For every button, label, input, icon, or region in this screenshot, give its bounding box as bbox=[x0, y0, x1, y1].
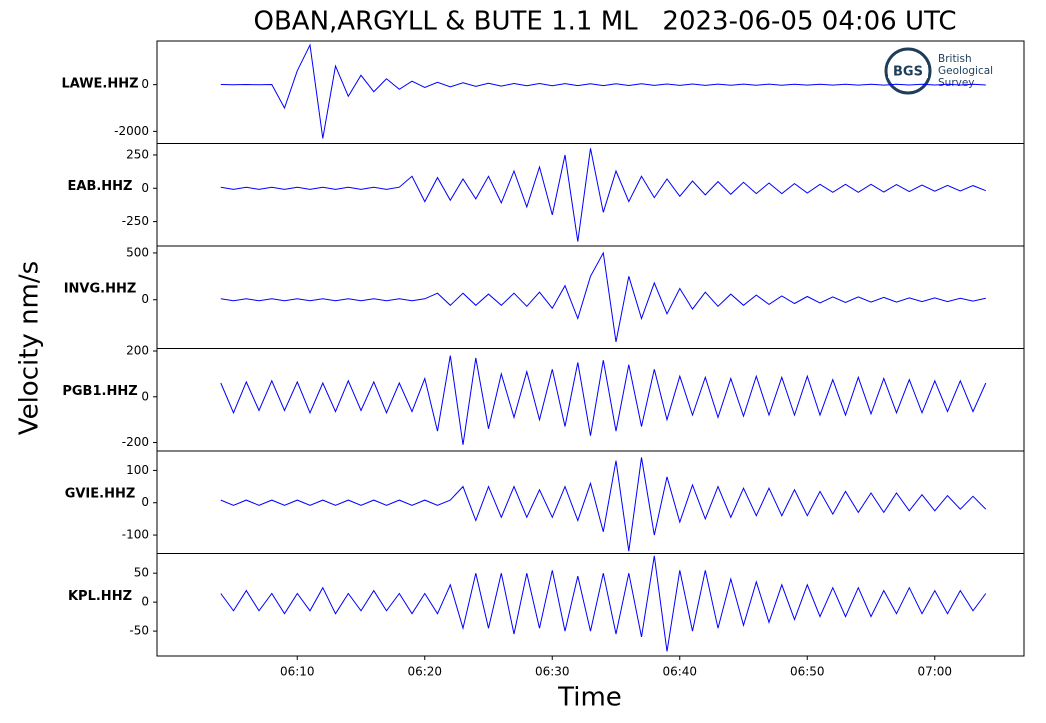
waveform bbox=[220, 457, 987, 552]
station-label: EAB.HHZ bbox=[68, 179, 133, 194]
waveform bbox=[220, 148, 986, 242]
y-tick-label: 200 bbox=[126, 344, 149, 358]
y-tick-label: 100 bbox=[126, 463, 149, 477]
logo-band bbox=[888, 65, 928, 78]
y-tick-label: -200 bbox=[122, 435, 149, 449]
station-label: INVG.HHZ bbox=[64, 282, 137, 297]
y-tick-label: 0 bbox=[141, 495, 149, 509]
y-tick-label: -100 bbox=[122, 528, 149, 542]
panel-frame bbox=[156, 450, 1025, 554]
y-tick-label: 0 bbox=[141, 181, 149, 195]
panel-frame bbox=[156, 143, 1025, 247]
logo-line: Geological bbox=[938, 65, 993, 77]
y-axis-label: Velocity nm/s bbox=[15, 261, 45, 435]
y-tick-label: -250 bbox=[122, 214, 149, 228]
logo-line: Survey bbox=[938, 77, 975, 89]
y-tick-label: 0 bbox=[141, 389, 149, 403]
waveform bbox=[220, 43, 986, 139]
x-tick-label: 06:40 bbox=[662, 665, 697, 679]
x-tick-label: 07:00 bbox=[917, 665, 952, 679]
x-tick-label: 06:30 bbox=[535, 665, 570, 679]
x-axis-label: Time bbox=[557, 683, 622, 713]
logo: BGS British Geological Survey bbox=[884, 47, 993, 95]
chart-title: OBAN,ARGYLL & BUTE 1.1 ML 2023-06-05 04:… bbox=[253, 7, 956, 37]
y-tick-label: 50 bbox=[134, 566, 149, 580]
y-tick-label: 0 bbox=[141, 595, 149, 609]
waveform bbox=[220, 555, 987, 652]
station-label: PGB1.HHZ bbox=[62, 384, 137, 399]
y-tick-label: 250 bbox=[126, 147, 149, 161]
x-tick-label: 06:10 bbox=[280, 665, 315, 679]
y-tick-label: 500 bbox=[126, 245, 149, 259]
y-tick-label: 0 bbox=[141, 77, 149, 91]
station-label: KPL.HHZ bbox=[68, 589, 132, 604]
panel-frame bbox=[156, 40, 1025, 144]
x-tick-label: 06:20 bbox=[407, 665, 442, 679]
logo-mark: BGS bbox=[893, 65, 923, 80]
panel-frame bbox=[156, 553, 1025, 657]
station-label: LAWE.HHZ bbox=[61, 77, 138, 92]
logo-line: British bbox=[938, 53, 972, 65]
panel-frame bbox=[156, 245, 1025, 349]
logo-ring bbox=[884, 47, 932, 95]
waveform bbox=[220, 355, 987, 445]
y-tick-label: -50 bbox=[129, 624, 149, 638]
station-label: GVIE.HHZ bbox=[65, 487, 136, 502]
waveform bbox=[220, 251, 986, 342]
y-tick-label: 0 bbox=[141, 292, 149, 306]
x-tick-label: 06:50 bbox=[790, 665, 825, 679]
y-tick-label: -2000 bbox=[114, 124, 149, 138]
